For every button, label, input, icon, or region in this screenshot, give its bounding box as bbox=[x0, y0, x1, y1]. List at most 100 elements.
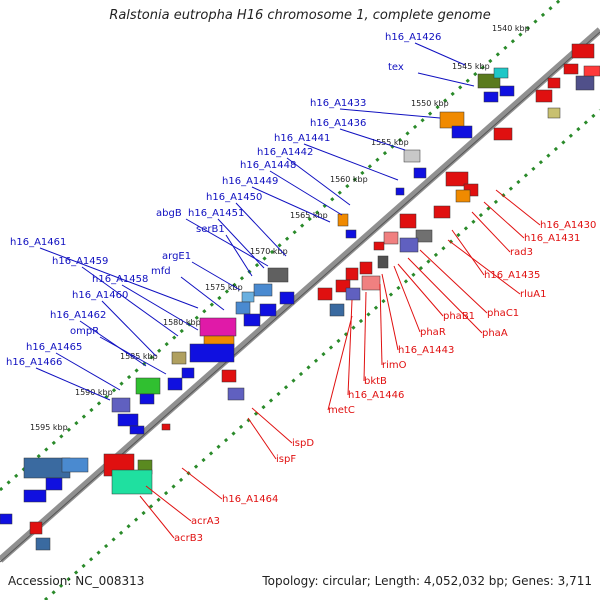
gene-arrow[interactable] bbox=[111, 397, 131, 413]
gene-arrow[interactable] bbox=[413, 167, 427, 179]
gene-arrow[interactable] bbox=[345, 229, 357, 239]
gene-label-phaa[interactable]: phaA bbox=[482, 328, 508, 339]
gene-label-phar[interactable]: phaR bbox=[420, 327, 446, 338]
gene-arrow[interactable] bbox=[253, 283, 273, 297]
gene-arrow[interactable] bbox=[337, 213, 349, 227]
gene-arrow[interactable] bbox=[345, 287, 361, 301]
gene-arrow[interactable] bbox=[45, 477, 63, 491]
gene-label-rad3[interactable]: rad3 bbox=[510, 247, 533, 258]
gene-arrow[interactable] bbox=[433, 205, 451, 219]
gene-label-h16-a1433[interactable]: h16_A1433 bbox=[310, 98, 366, 109]
gene-arrow[interactable] bbox=[111, 469, 153, 495]
gene-arrow[interactable] bbox=[235, 301, 251, 315]
gene-arrow[interactable] bbox=[61, 457, 89, 473]
gene-arrow[interactable] bbox=[139, 393, 155, 405]
gene-label-acrb3[interactable]: acrB3 bbox=[174, 533, 203, 544]
gene-arrow[interactable] bbox=[361, 275, 381, 291]
gene-arrow[interactable] bbox=[0, 513, 13, 525]
gene-label-rimo[interactable]: rimO bbox=[382, 360, 407, 371]
gene-label-ompr[interactable]: ompR bbox=[70, 326, 99, 337]
gene-arrow[interactable] bbox=[377, 255, 389, 269]
gene-label-h16-a1465[interactable]: h16_A1465 bbox=[26, 342, 82, 353]
gene-label-tex[interactable]: tex bbox=[388, 62, 404, 73]
gene-arrow[interactable] bbox=[455, 189, 471, 203]
gene-arrow[interactable] bbox=[493, 67, 509, 79]
gene-label-phab1[interactable]: phaB1 bbox=[443, 311, 475, 322]
gene-arrow[interactable] bbox=[575, 75, 595, 91]
gene-label-h16-a1446[interactable]: h16_A1446 bbox=[348, 390, 404, 401]
gene-label-h16-a1464[interactable]: h16_A1464 bbox=[222, 494, 278, 505]
gene-arrow[interactable] bbox=[493, 127, 513, 141]
gene-arrow[interactable] bbox=[403, 149, 421, 163]
gene-label-serb1[interactable]: serB1 bbox=[196, 224, 225, 235]
gene-arrow[interactable] bbox=[129, 425, 145, 435]
gene-label-h16-a1431[interactable]: h16_A1431 bbox=[524, 233, 580, 244]
gene-label-h16-a1443[interactable]: h16_A1443 bbox=[398, 345, 454, 356]
gene-arrow[interactable] bbox=[317, 287, 333, 301]
gene-label-h16-a1430[interactable]: h16_A1430 bbox=[540, 220, 596, 231]
gene-arrow[interactable] bbox=[23, 489, 47, 503]
gene-arrow[interactable] bbox=[451, 125, 473, 139]
gene-arrow[interactable] bbox=[29, 521, 43, 535]
gene-arrow[interactable] bbox=[161, 423, 171, 431]
gene-arrow[interactable] bbox=[189, 343, 235, 363]
gene-arrow[interactable] bbox=[259, 303, 277, 317]
gene-label-acra3[interactable]: acrA3 bbox=[191, 516, 220, 527]
gene-arrow[interactable] bbox=[445, 171, 469, 187]
gene-arrow[interactable] bbox=[267, 267, 289, 283]
gene-label-h16-a1448[interactable]: h16_A1448 bbox=[240, 160, 296, 171]
gene-arrow[interactable] bbox=[279, 291, 295, 305]
gene-arrow[interactable] bbox=[547, 107, 561, 119]
gene-label-h16-a1462[interactable]: h16_A1462 bbox=[50, 310, 106, 321]
gene-arrow[interactable] bbox=[243, 313, 261, 327]
gene-label-arge1[interactable]: argE1 bbox=[162, 251, 191, 262]
gene-label-phac1[interactable]: phaC1 bbox=[487, 308, 519, 319]
gene-arrow[interactable] bbox=[583, 65, 600, 77]
gene-label-h16-a1461[interactable]: h16_A1461 bbox=[10, 237, 66, 248]
gene-arrow[interactable] bbox=[547, 77, 561, 89]
gene-arrow[interactable] bbox=[359, 261, 373, 275]
gene-label-ispf[interactable]: ispF bbox=[276, 454, 296, 465]
gene-arrow[interactable] bbox=[181, 367, 195, 379]
gene-arrow[interactable] bbox=[373, 241, 385, 251]
gene-label-h16-a1436[interactable]: h16_A1436 bbox=[310, 118, 366, 129]
gene-label-h16-a1459[interactable]: h16_A1459 bbox=[52, 256, 108, 267]
gene-label-bktb[interactable]: bktB bbox=[364, 376, 387, 387]
gene-arrow[interactable] bbox=[439, 111, 465, 129]
gene-label-metc[interactable]: metC bbox=[328, 405, 355, 416]
gene-label-rlua1[interactable]: rluA1 bbox=[520, 289, 546, 300]
gene-arrow[interactable] bbox=[171, 351, 187, 365]
gene-label-h16-a1435[interactable]: h16_A1435 bbox=[484, 270, 540, 281]
gene-label-h16-a1442[interactable]: h16_A1442 bbox=[257, 147, 313, 158]
gene-arrow[interactable] bbox=[241, 291, 255, 303]
gene-arrow[interactable] bbox=[395, 187, 405, 196]
gene-label-h16-a1426[interactable]: h16_A1426 bbox=[385, 32, 441, 43]
gene-arrow[interactable] bbox=[571, 43, 595, 59]
gene-label-mfd[interactable]: mfd bbox=[151, 266, 171, 277]
gene-arrow[interactable] bbox=[535, 89, 553, 103]
gene-label-h16-a1441[interactable]: h16_A1441 bbox=[274, 133, 330, 144]
gene-arrow[interactable] bbox=[499, 85, 515, 97]
gene-arrow[interactable] bbox=[483, 91, 499, 103]
gene-label-ispd[interactable]: ispD bbox=[292, 438, 314, 449]
gene-arrow[interactable] bbox=[167, 377, 183, 391]
gene-arrow[interactable] bbox=[399, 237, 419, 253]
gene-label-h16-a1460[interactable]: h16_A1460 bbox=[72, 290, 128, 301]
gene-label-h16-a1449[interactable]: h16_A1449 bbox=[222, 176, 278, 187]
gene-arrow[interactable] bbox=[199, 317, 237, 337]
gene-arrow[interactable] bbox=[221, 369, 237, 383]
gene-arrow[interactable] bbox=[35, 537, 51, 551]
gene-arrow[interactable] bbox=[399, 213, 417, 229]
gene-arrow[interactable] bbox=[415, 229, 433, 243]
gene-arrow[interactable] bbox=[345, 267, 359, 281]
gene-label-h16-a1451[interactable]: h16_A1451 bbox=[188, 208, 244, 219]
gene-label-h16-a1466[interactable]: h16_A1466 bbox=[6, 357, 62, 368]
gene-arrow[interactable] bbox=[329, 303, 345, 317]
gene-arrow[interactable] bbox=[135, 377, 161, 395]
gene-arrow[interactable] bbox=[227, 387, 245, 401]
gene-label-h16-a1450[interactable]: h16_A1450 bbox=[206, 192, 262, 203]
gene-label-abgb[interactable]: abgB bbox=[156, 208, 182, 219]
gene-arrow[interactable] bbox=[117, 413, 139, 427]
gene-label-h16-a1458[interactable]: h16_A1458 bbox=[92, 274, 148, 285]
gene-arrow[interactable] bbox=[383, 231, 399, 245]
